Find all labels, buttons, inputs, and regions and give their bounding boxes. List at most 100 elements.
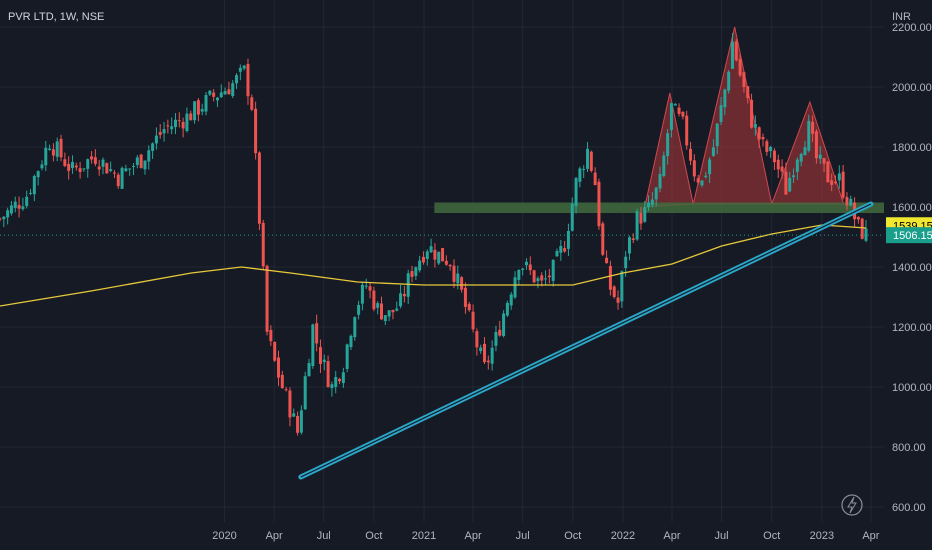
candle-body xyxy=(410,271,414,277)
candle-body xyxy=(2,216,6,220)
candle-body xyxy=(299,410,303,433)
candle-body xyxy=(448,264,452,267)
y-tick-label: 2000.00 xyxy=(892,82,932,94)
candle-body xyxy=(513,277,517,298)
trendline[interactable] xyxy=(298,201,874,480)
candle-body xyxy=(82,168,86,170)
candle-body xyxy=(845,196,849,206)
candle-body xyxy=(860,218,864,239)
candle-body xyxy=(570,203,574,231)
candle-body xyxy=(425,251,429,260)
candle-body xyxy=(643,207,647,222)
candle-body xyxy=(528,264,532,271)
candle-body xyxy=(326,361,330,388)
candle-body xyxy=(723,89,727,108)
candle-body xyxy=(612,286,616,297)
candle-body xyxy=(70,162,74,169)
candle-body xyxy=(215,97,219,101)
candle-body xyxy=(620,271,624,302)
candle-body xyxy=(303,376,307,410)
candle-body xyxy=(795,159,799,172)
x-tick-label: 2020 xyxy=(212,530,236,542)
candle-body xyxy=(391,309,395,313)
candle-body xyxy=(105,163,109,174)
candle-body xyxy=(692,160,696,177)
candle-body xyxy=(536,278,540,282)
candle-body xyxy=(173,119,177,128)
candle-body xyxy=(700,180,704,186)
candle-body xyxy=(746,86,750,99)
candle-body xyxy=(261,222,265,267)
candle-body xyxy=(288,390,292,418)
candle-body xyxy=(196,100,200,115)
candle-body xyxy=(151,143,155,151)
candle-body xyxy=(776,159,780,170)
candle-body xyxy=(734,41,738,61)
y-tick-label: 1600.00 xyxy=(892,202,932,214)
lightning-icon[interactable] xyxy=(841,494,863,516)
x-tick-label: 2023 xyxy=(810,530,834,542)
candle-body xyxy=(505,302,509,316)
candle-body xyxy=(97,166,101,170)
candle-body xyxy=(51,149,55,156)
candle-body xyxy=(616,297,620,303)
candle-body xyxy=(246,63,250,97)
candle-body xyxy=(63,159,67,166)
candle-body xyxy=(452,265,456,282)
candle-body xyxy=(605,257,609,264)
candle-body xyxy=(6,210,10,218)
candle-body xyxy=(29,192,33,194)
candle-body xyxy=(55,141,59,157)
candle-body xyxy=(566,230,570,249)
candle-body xyxy=(811,121,815,134)
candle-body xyxy=(814,131,818,159)
candle-body xyxy=(509,294,513,306)
candle-body xyxy=(559,245,563,253)
candle-body xyxy=(13,201,17,208)
candle-body xyxy=(364,285,368,287)
candle-body xyxy=(254,108,258,154)
x-tick-label: Oct xyxy=(365,530,382,542)
candle-body xyxy=(204,95,208,112)
candle-body xyxy=(669,103,673,130)
candle-body xyxy=(521,268,525,270)
candle-body xyxy=(338,378,342,382)
candle-body xyxy=(864,228,868,241)
candle-body xyxy=(753,124,757,128)
candle-body xyxy=(227,89,231,95)
price-axis[interactable]: 600.00 800.00 1000.00 1200.00 1400.00 1600.00… xyxy=(892,22,932,514)
candle-body xyxy=(292,413,296,417)
candle-body xyxy=(36,171,40,178)
candle-body xyxy=(9,205,13,214)
candle-body xyxy=(582,168,586,170)
moving-average-line xyxy=(0,224,867,307)
candle-body xyxy=(128,168,132,170)
candle-body xyxy=(212,92,216,97)
candle-body xyxy=(242,65,246,69)
candle-body xyxy=(849,198,853,206)
candle-body xyxy=(399,293,403,307)
candle-body xyxy=(631,238,635,240)
candle-body xyxy=(353,317,357,338)
x-tick-label: Oct xyxy=(763,530,780,542)
candle-body xyxy=(586,148,590,169)
candle-body xyxy=(826,161,830,183)
candle-body xyxy=(376,303,380,308)
candle-body xyxy=(524,261,528,266)
candle-body xyxy=(856,216,860,220)
x-tick-label: Oct xyxy=(564,530,581,542)
currency-label: INR xyxy=(892,11,911,23)
candle-body xyxy=(441,248,445,262)
candle-body xyxy=(578,168,582,182)
y-tick-label: 1000.00 xyxy=(892,382,932,394)
time-axis[interactable]: 2020 Apr Jul Oct 2021 Apr Jul Oct 2022 Apr Jul Oct 2… xyxy=(212,530,880,542)
candle-body xyxy=(540,275,544,281)
candle-body xyxy=(235,75,239,84)
candle-body xyxy=(555,250,559,257)
candle-body xyxy=(574,178,578,207)
candle-body xyxy=(17,205,21,209)
candle-body xyxy=(78,168,82,172)
candle-body xyxy=(456,273,460,284)
x-tick-label: 2022 xyxy=(611,530,635,542)
